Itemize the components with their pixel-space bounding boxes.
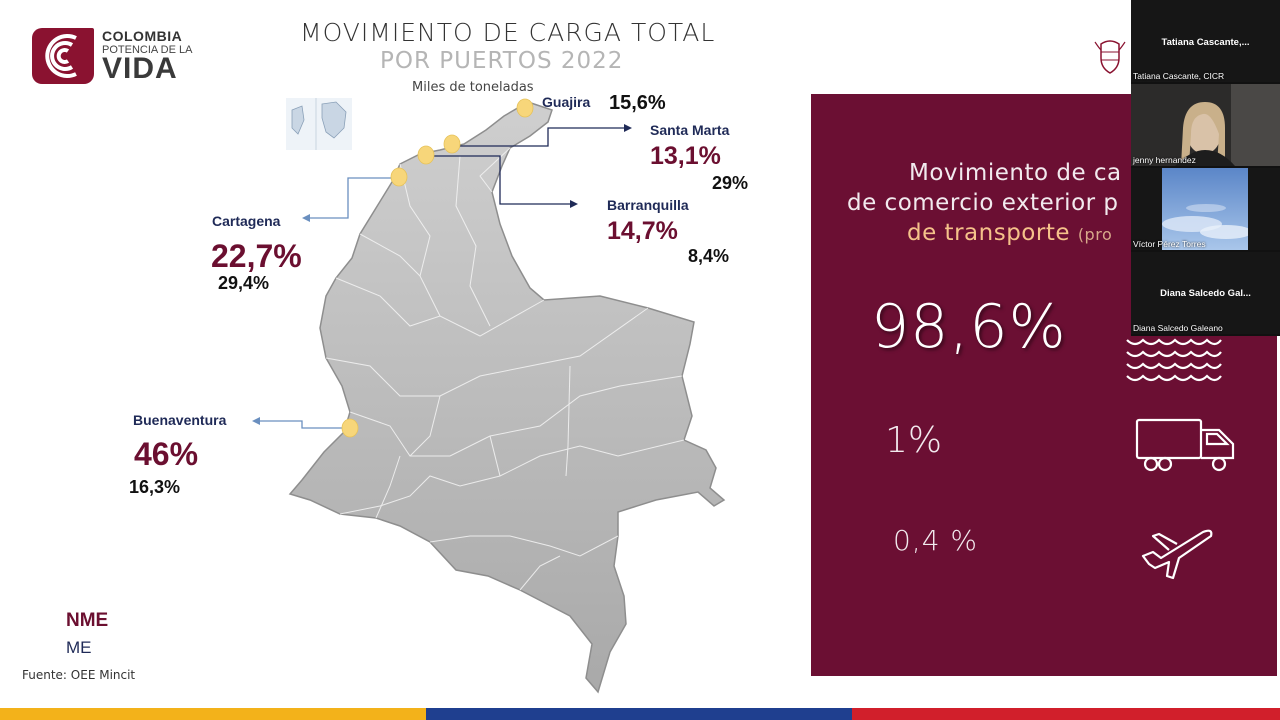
port-pct-nme-santa-marta: 13,1% — [650, 142, 721, 170]
slide-title-line2: POR PUERTOS 2022 — [380, 48, 624, 74]
port-name-guajira: Guajira — [542, 94, 591, 110]
legend-me: ME — [66, 638, 92, 657]
colombia-brand-logo: COLOMBIA POTENCIA DE LA VIDA — [32, 26, 192, 86]
participant-tile[interactable]: Víctor Pérez Torres — [1131, 168, 1280, 250]
port-pct-me-barranquilla: 8,4% — [688, 246, 730, 266]
flag-bar-yellow — [0, 708, 426, 720]
flag-bar-blue — [426, 708, 852, 720]
panel-heading-line1: Movimiento de ca — [909, 160, 1122, 186]
participant-name: Tatiana Cascante,... — [1161, 37, 1250, 48]
participant-label: Víctor Pérez Torres — [1133, 239, 1206, 249]
source-note: Fuente: OEE Mincit — [22, 668, 136, 682]
slide-title: MOVIMIENTO DE CARGA TOTAL — [300, 18, 716, 47]
flag-bar-red — [852, 708, 1280, 720]
brand-line1: COLOMBIA — [102, 28, 183, 44]
port-pct-me-buenaventura: 16,3% — [129, 477, 181, 497]
airplane-icon — [1141, 529, 1213, 580]
participant-tile[interactable]: Diana Salcedo Gal... Diana Salcedo Galea… — [1131, 252, 1280, 334]
participant-tile[interactable]: jenny hernandez — [1131, 84, 1280, 166]
port-pct-nme-barranquilla: 14,7% — [607, 217, 678, 245]
panel-heading-line3-suffix: (pro — [1077, 225, 1113, 244]
participant-video-jenny — [1131, 84, 1280, 166]
panel-heading-line3: de transporte (pro — [907, 220, 1112, 246]
waves-ship-icon — [1126, 338, 1222, 382]
port-name-santa-marta: Santa Marta — [650, 122, 730, 138]
panel-heading-line2: de comercio exterior p — [847, 190, 1119, 216]
truck-icon — [1135, 418, 1235, 472]
minimap-icon — [286, 98, 352, 150]
maritime-share-value: 98,6% — [871, 292, 1067, 362]
air-share-value: 0,4 % — [893, 524, 979, 557]
legend-nme: NME — [66, 610, 109, 631]
road-share-value: 1% — [885, 420, 943, 461]
port-pct-me-santa-marta: 29% — [712, 173, 749, 193]
port-pct-me-cartagena: 29,4% — [218, 273, 270, 293]
participant-name: Diana Salcedo Gal... — [1160, 288, 1251, 299]
participant-label: Tatiana Cascante, CICR — [1133, 71, 1225, 81]
participant-video-victor — [1162, 168, 1248, 250]
participant-label: Diana Salcedo Galeano — [1133, 323, 1223, 333]
coat-of-arms-icon — [1094, 40, 1126, 74]
brand-line3: VIDA — [102, 52, 178, 85]
port-pct-guajira: 15,6% — [609, 92, 666, 114]
panel-heading-line3-text: de transporte — [907, 220, 1070, 246]
participant-tile[interactable]: Tatiana Cascante,... Tatiana Cascante, C… — [1131, 0, 1280, 82]
brand-line2: POTENCIA DE LA — [102, 44, 193, 56]
port-name-cartagena: Cartagena — [212, 213, 281, 229]
port-name-barranquilla: Barranquilla — [607, 197, 689, 213]
brand-mark-icon — [32, 28, 94, 84]
slide-subtitle: Miles de toneladas — [412, 80, 534, 95]
port-pct-nme-buenaventura: 46% — [134, 436, 199, 472]
port-pct-nme-cartagena: 22,7% — [211, 238, 302, 274]
port-name-buenaventura: Buenaventura — [133, 412, 227, 428]
participant-label: jenny hernandez — [1133, 155, 1196, 165]
flag-color-bar — [0, 708, 1280, 720]
participant-video-strip: Tatiana Cascante,... Tatiana Cascante, C… — [1131, 0, 1280, 336]
colombia-map — [288, 101, 726, 694]
